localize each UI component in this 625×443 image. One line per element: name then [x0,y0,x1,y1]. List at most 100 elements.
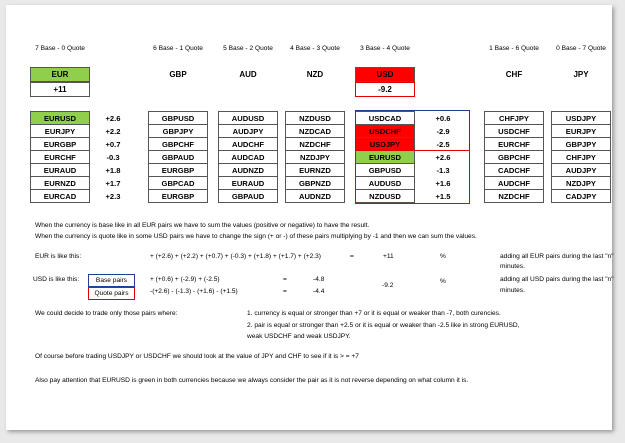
pair-cell: CADCHF [484,163,544,177]
pair-value: +0.7 [105,139,121,149]
eur-result: +11 [383,253,394,260]
pair-cell: EURGBP [148,163,208,177]
pair-cell: USDCHF [484,124,544,138]
column-heading: 1 Base - 6 Quote [489,45,539,52]
currency-label: JPY [573,70,589,79]
pair-cell: AUDNZD [218,163,278,177]
pair-cell: GBPNZD [285,176,345,190]
pair-cell: CHFJPY [484,111,544,125]
rules-intro: We could decide to trade only those pair… [35,310,178,317]
eur-comment: minutes. [500,263,525,270]
usd-result: -9.2 [382,282,394,289]
pair-cell: EURJPY [30,124,90,138]
currency-label: CHF [505,70,523,79]
usd-comment: minutes. [500,287,525,294]
currency-box: EUR [30,67,90,82]
pair-cell: CHFJPY [551,150,611,164]
eur-comment: adding all EUR pairs during the last "n" [500,253,614,260]
base-result: -4.8 [313,276,325,283]
pair-cell: AUDCHF [218,137,278,151]
pair-cell: EURCHF [30,150,90,164]
pair-cell: GBPCHF [484,150,544,164]
pair-cell: AUDCHF [484,176,544,190]
quote-formula: -(+2.6) - (-1.3) - (+1.6) - (+1.5) [150,288,238,295]
pair-cell: GBPAUD [218,189,278,203]
quote-result: -4.4 [313,288,325,295]
column-heading: 0 Base - 7 Quote [556,45,606,52]
pair-cell: NZDUSD [285,111,345,125]
quote-eq: = [283,288,287,295]
column-heading: 6 Base - 1 Quote [153,45,203,52]
pair-cell: GBPCHF [148,137,208,151]
rule-item: 2. pair is equal or stronger than +2.5 o… [247,322,520,329]
quote-pairs-label: Quote pairs [88,287,135,300]
rule-item: 1. currency is equal or stronger than +7… [247,310,501,317]
base-eq: = [283,276,287,283]
currency-label: AUD [239,70,257,79]
pair-cell: CADJPY [551,189,611,203]
pair-cell: EURGBP [148,189,208,203]
pair-cell: EURUSD [30,111,90,125]
pair-cell: EURJPY [551,124,611,138]
column-heading: 7 Base - 0 Quote [35,45,85,52]
quote-pairs-frame [355,150,470,204]
pair-cell: AUDJPY [218,124,278,138]
pair-cell: EURCHF [484,137,544,151]
pair-cell: EURCAD [30,189,90,203]
pair-cell: GBPJPY [551,137,611,151]
pair-cell: NZDJPY [285,150,345,164]
explanation-line: When the currency is quote like in some … [35,233,477,240]
base-pairs-label: Base pairs [88,274,135,287]
eur-unit: % [440,253,446,260]
pair-value: +2.6 [435,152,451,162]
pair-cell: NZDCAD [285,124,345,138]
column-heading: 4 Base - 3 Quote [290,45,340,52]
pair-cell: AUDUSD [218,111,278,125]
usd-comment: adding all USD pairs during the last "n" [500,276,614,283]
pair-value: -2.9 [436,126,450,136]
pair-cell: GBPAUD [148,150,208,164]
pair-value: -2.5 [436,139,450,149]
pair-value: +2.6 [105,113,121,123]
pair-value: +1.6 [435,178,451,188]
currency-total: -9.2 [355,82,415,97]
pair-cell: USDJPY [551,111,611,125]
pair-cell: NZDJPY [551,176,611,190]
sheet: 7 Base - 0 Quote EUR +11 EURUSD +2.6 EURJPY +2… [6,5,614,430]
currency-total: +11 [30,82,90,97]
caution: Of course before trading USDJPY or USDCH… [35,353,359,360]
pair-cell: AUDNZD [285,189,345,203]
pair-cell: GBPCAD [148,176,208,190]
usd-unit: % [440,278,446,285]
pair-cell: EURGBP [30,137,90,151]
column-heading: 3 Base - 4 Quote [360,45,410,52]
pair-cell: AUDJPY [551,163,611,177]
base-formula: + (+0.6) + (-2.9) + (-2.5) [150,276,220,283]
pair-value: +1.8 [105,165,121,175]
eur-label: EUR is like this: [35,253,82,260]
eur-formula: + (+2.6) + (+2.2) + (+0.7) + (-0.3) + (+… [150,253,321,260]
base-pairs-frame [355,110,470,151]
currency-box: USD [355,67,415,82]
pair-value: +1.5 [435,191,451,201]
pair-cell: NZDCHF [285,137,345,151]
pair-cell: EURAUD [218,176,278,190]
pair-cell: EURNZD [285,163,345,177]
usd-label: USD is like this: [33,276,80,283]
pair-value: +2.2 [105,126,121,136]
explanation-line: When the currency is base like in all EU… [35,222,370,229]
pair-value: -0.3 [106,152,120,162]
pair-value: -1.3 [436,165,450,175]
pair-cell: AUDCAD [218,150,278,164]
column-heading: 5 Base - 2 Quote [223,45,273,52]
pair-cell: EURAUD [30,163,90,177]
pair-value: +1.7 [105,178,121,188]
pair-cell: GBPJPY [148,124,208,138]
rule-item: weak USDCHF and weak USDJPY. [247,333,351,340]
currency-label: GBP [169,70,187,79]
currency-label: NZD [306,70,324,79]
pair-value: +2.3 [105,191,121,201]
pair-cell: EURNZD [30,176,90,190]
pair-cell: NZDCHF [484,189,544,203]
